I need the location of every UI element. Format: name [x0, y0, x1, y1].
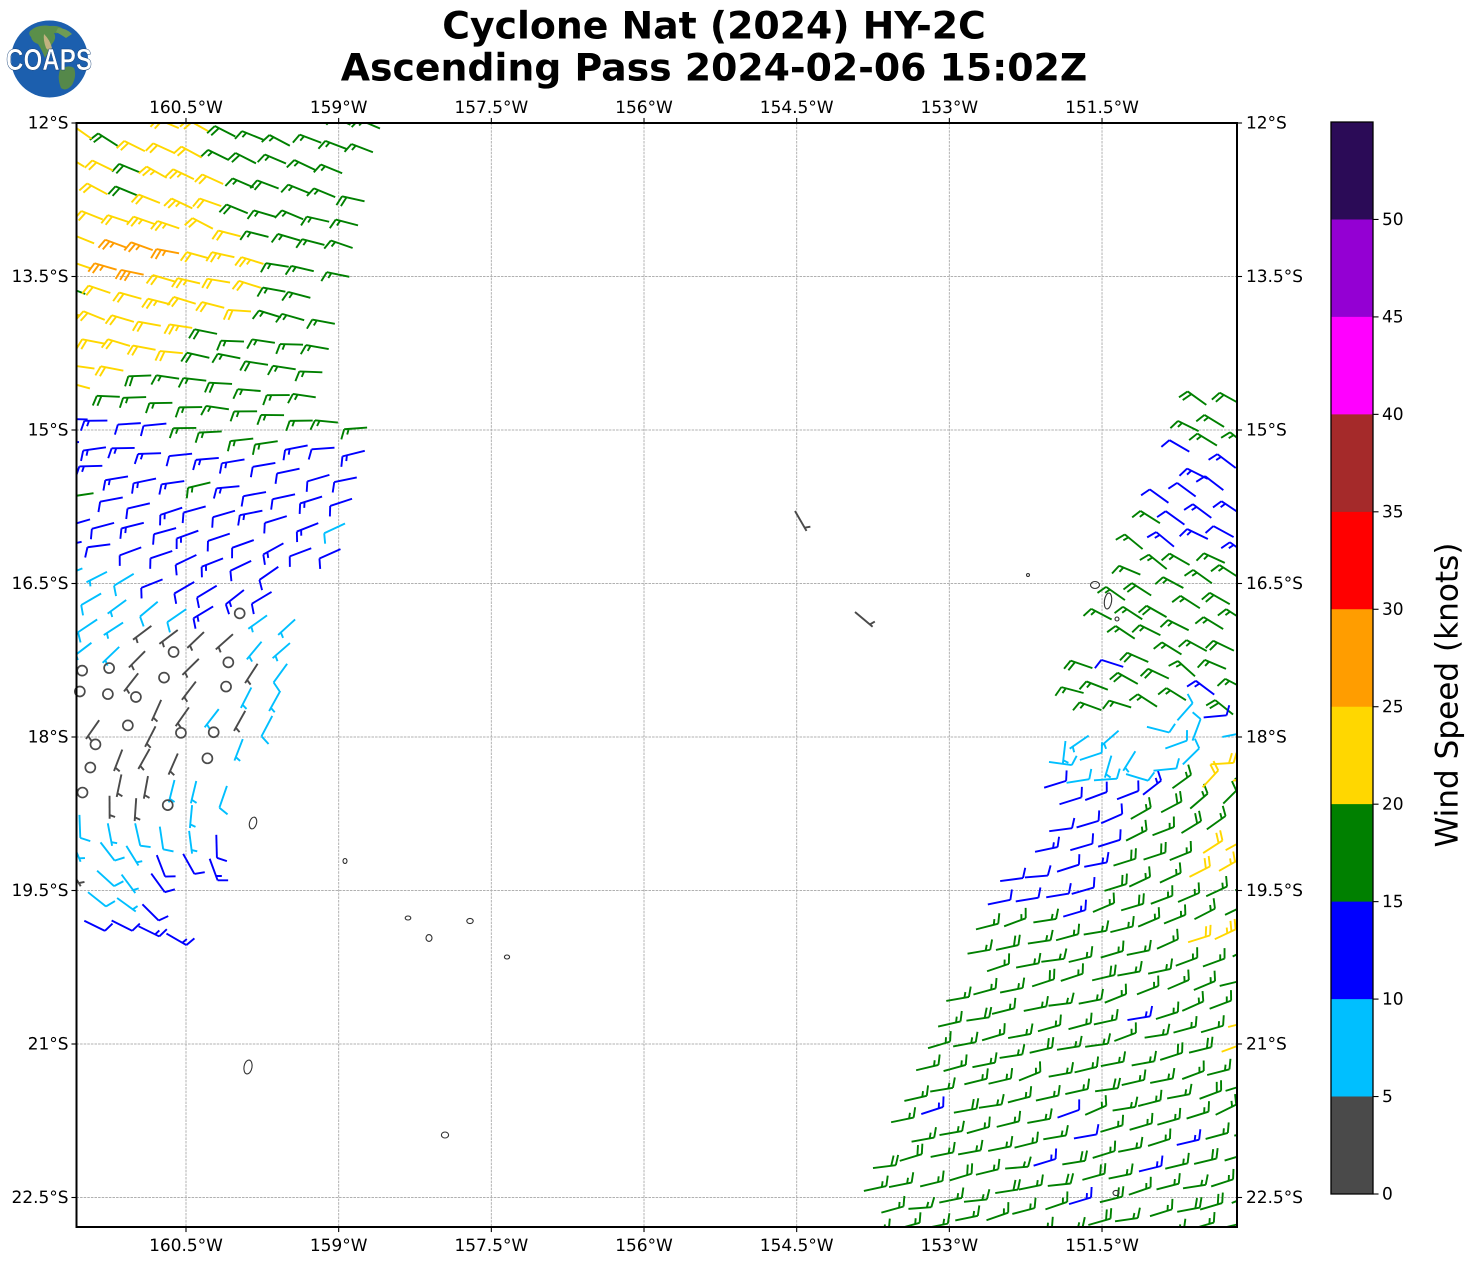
svg-text:COAPS: COAPS [6, 42, 92, 77]
